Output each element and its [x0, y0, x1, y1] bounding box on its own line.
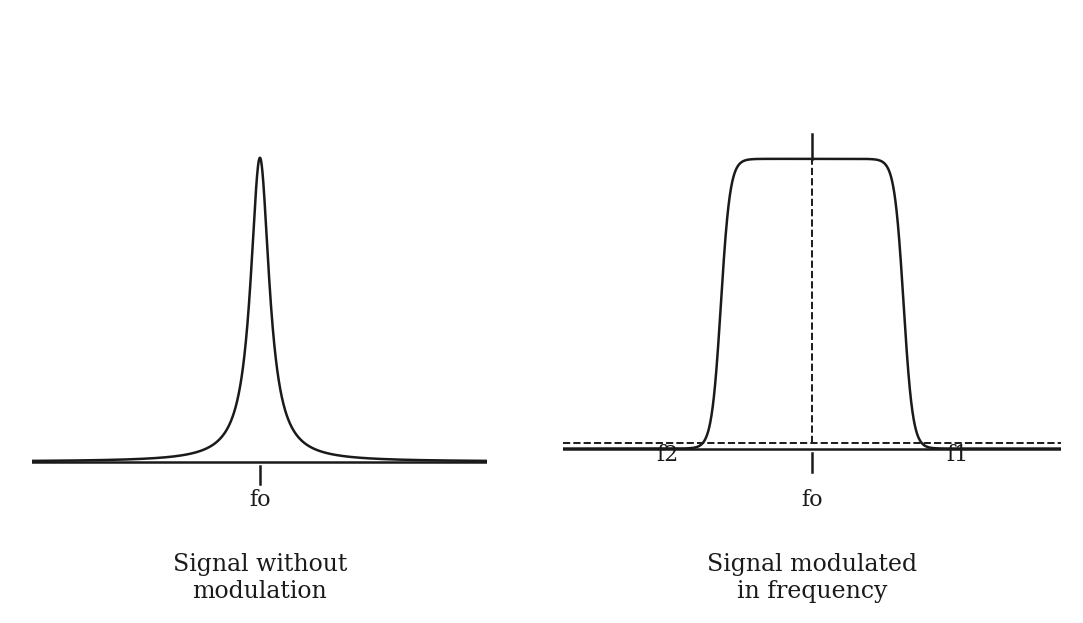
Text: fo: fo: [249, 489, 271, 511]
Text: Signal without
modulation: Signal without modulation: [172, 553, 348, 603]
Text: f1: f1: [947, 444, 968, 466]
Text: Signal modulated
in frequency: Signal modulated in frequency: [707, 553, 917, 603]
Text: fo: fo: [801, 489, 823, 511]
Text: f2: f2: [656, 444, 678, 466]
